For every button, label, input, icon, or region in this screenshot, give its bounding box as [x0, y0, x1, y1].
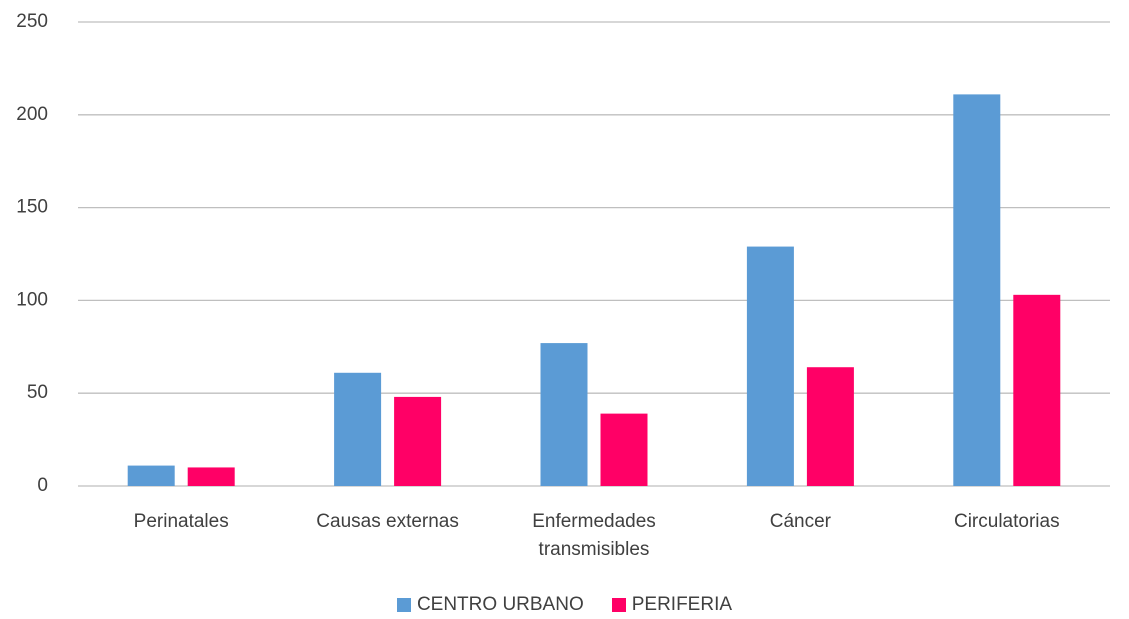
legend-swatch: [611, 598, 626, 612]
bar: [334, 372, 382, 486]
bar: [1013, 294, 1061, 486]
bar: [953, 94, 1001, 486]
legend-item: PERIFERIA: [611, 594, 733, 616]
y-tick-label: 200: [16, 104, 48, 125]
legend-item: CENTRO URBANO: [396, 594, 584, 616]
bar: [540, 343, 588, 486]
bar: [187, 467, 235, 486]
y-tick-label: 0: [37, 475, 48, 496]
bar: [127, 465, 175, 486]
legend-label: PERIFERIA: [631, 594, 733, 615]
legend-swatch: [396, 598, 411, 612]
bar: [600, 413, 648, 486]
bar: [806, 367, 854, 486]
legend: CENTRO URBANO PERIFERIA: [0, 594, 1129, 616]
x-tick-label: Cáncer: [769, 511, 831, 532]
x-tick-label: Causas externas: [316, 511, 459, 532]
x-tick-label: Perinatales: [133, 511, 229, 532]
y-tick-label: 100: [16, 289, 48, 310]
bar: [746, 246, 794, 486]
bar: [394, 396, 442, 486]
y-tick-label: 50: [27, 382, 48, 403]
legend-label: CENTRO URBANO: [416, 594, 584, 615]
x-tick-label: Circulatorias: [953, 511, 1060, 532]
y-tick-label: 150: [16, 197, 48, 218]
x-tick-label: Enfermedades transmisibles: [532, 511, 656, 560]
y-tick-label: 250: [16, 11, 48, 32]
